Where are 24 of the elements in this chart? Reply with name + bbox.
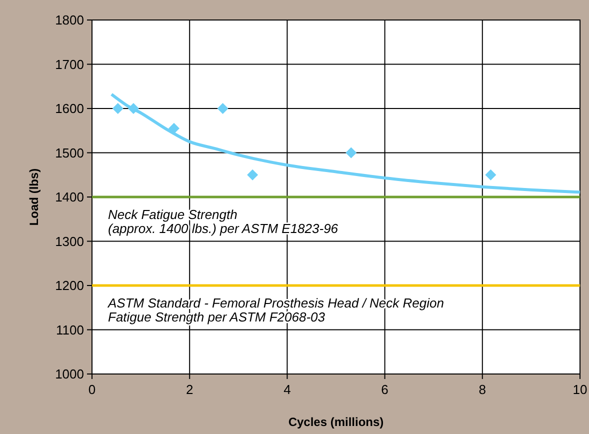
- x-tick-label: 4: [284, 382, 291, 397]
- x-tick-label: 6: [381, 382, 388, 397]
- y-tick-label: 1200: [55, 278, 84, 293]
- y-tick-label: 1700: [55, 56, 84, 72]
- x-tick-label: 0: [88, 382, 96, 397]
- y-tick-label: 1000: [55, 366, 84, 382]
- point: [247, 169, 258, 180]
- y-tick-label: 1500: [55, 145, 84, 160]
- point: [217, 103, 228, 114]
- x-tick-label: 2: [186, 382, 194, 397]
- x-tick-label: 8: [478, 382, 486, 397]
- y-tick-label: 1300: [55, 234, 84, 249]
- point: [112, 103, 124, 114]
- point: [485, 169, 496, 180]
- x-axis-title: Cycles (millions): [288, 415, 384, 429]
- y-tick-label: 1600: [55, 101, 84, 116]
- y-tick-label: 1400: [55, 190, 84, 204]
- y-tick-label: 1100: [56, 322, 84, 338]
- x-tick-label: 10: [572, 382, 588, 397]
- line-series: [110, 92, 582, 194]
- y-tick-label: 1800: [55, 12, 84, 28]
- y-axis-title: Load (lbs): [27, 168, 41, 226]
- point: [346, 147, 357, 158]
- point: [168, 122, 180, 134]
